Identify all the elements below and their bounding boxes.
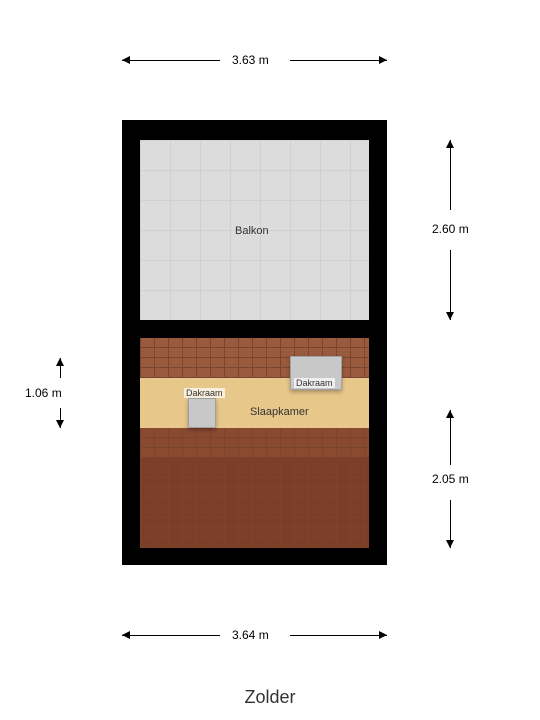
dim-right-bottom-label: 2.05 m <box>432 472 469 486</box>
dakraam-2-label: Dakraam <box>184 388 225 398</box>
balkon-label: Balkon <box>235 225 269 237</box>
dim-right-top-label: 2.60 m <box>432 222 469 236</box>
roof-tiles-mid <box>140 428 369 458</box>
dim-top-label: 3.63 m <box>232 53 269 67</box>
dakraam-2 <box>188 398 216 428</box>
slaapkamer-label: Slaapkamer <box>250 406 309 418</box>
plan-title: Zolder <box>244 687 295 708</box>
slaapkamer-area: Dakraam Dakraam Slaapkamer <box>140 338 369 548</box>
dim-bottom-label: 3.64 m <box>232 628 269 642</box>
floor-plan: Balkon Dakraam Dakraam Slaapkamer <box>122 120 387 565</box>
dakraam-1-label: Dakraam <box>294 378 335 388</box>
balkon-area: Balkon <box>140 140 369 320</box>
roof-tiles-bottom <box>140 458 369 548</box>
dim-left-mid-label: 1.06 m <box>25 386 62 400</box>
